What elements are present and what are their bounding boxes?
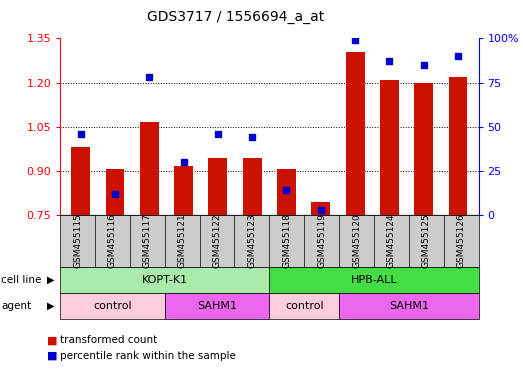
Text: percentile rank within the sample: percentile rank within the sample	[60, 351, 236, 361]
Text: ■: ■	[47, 351, 58, 361]
Bar	[380, 79, 399, 215]
Bar	[209, 158, 228, 215]
Text: GSM455115: GSM455115	[73, 214, 82, 268]
Bar	[106, 169, 124, 215]
Bar	[311, 202, 330, 215]
Text: GSM455118: GSM455118	[282, 214, 291, 268]
Text: control: control	[93, 301, 132, 311]
Text: GSM455116: GSM455116	[108, 214, 117, 268]
Bar	[174, 167, 193, 215]
Text: control: control	[285, 301, 324, 311]
Text: GDS3717 / 1556694_a_at: GDS3717 / 1556694_a_at	[147, 10, 324, 23]
Text: GSM455126: GSM455126	[457, 214, 465, 268]
Text: ▶: ▶	[48, 301, 55, 311]
Text: GSM455120: GSM455120	[352, 214, 361, 268]
Text: HPB-ALL: HPB-ALL	[350, 275, 397, 285]
Text: KOPT-K1: KOPT-K1	[142, 275, 188, 285]
Bar	[346, 52, 365, 215]
Text: GSM455119: GSM455119	[317, 214, 326, 268]
Text: ■: ■	[47, 335, 58, 345]
Text: ▶: ▶	[48, 275, 55, 285]
Text: GSM455124: GSM455124	[387, 214, 396, 268]
Bar	[449, 77, 468, 215]
Text: GSM455125: GSM455125	[422, 214, 431, 268]
Bar	[140, 122, 159, 215]
Text: cell line: cell line	[1, 275, 41, 285]
Text: GSM455121: GSM455121	[178, 214, 187, 268]
Text: GSM455122: GSM455122	[212, 214, 222, 268]
Text: SAHM1: SAHM1	[389, 301, 429, 311]
Text: GSM455123: GSM455123	[247, 214, 256, 268]
Bar	[414, 83, 433, 215]
Bar	[243, 158, 262, 215]
Bar	[71, 147, 90, 215]
Text: GSM455117: GSM455117	[143, 214, 152, 268]
Text: SAHM1: SAHM1	[197, 301, 237, 311]
Text: transformed count: transformed count	[60, 335, 157, 345]
Text: agent: agent	[1, 301, 31, 311]
Bar	[277, 169, 296, 215]
